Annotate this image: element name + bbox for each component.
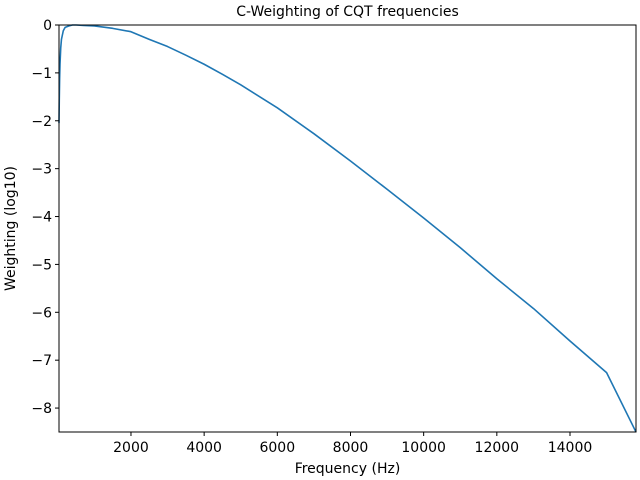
y-axis: 0 −1 −2 −3 −4 −5 −6 −7 −8 [31, 18, 59, 417]
y-tick-label: −2 [31, 114, 52, 130]
plot-frame [58, 24, 637, 433]
y-tick-label: −1 [31, 66, 52, 82]
y-tick-label: −7 [31, 353, 52, 369]
x-tick-label: 14000 [548, 440, 593, 456]
y-tick-label: −4 [31, 210, 52, 226]
x-axis-label: Frequency (Hz) [295, 461, 401, 477]
series-line-0 [58, 24, 637, 433]
x-tick-label: 12000 [475, 440, 520, 456]
y-tick-label: 0 [43, 18, 52, 34]
x-tick-label: 4000 [186, 440, 222, 456]
y-tick-label: −3 [31, 162, 52, 178]
x-tick-label: 6000 [259, 440, 295, 456]
x-tick-label: 10000 [401, 440, 446, 456]
y-axis-label: Weighting (log10) [3, 166, 19, 291]
plot-area [58, 24, 637, 433]
x-tick-label: 2000 [113, 440, 149, 456]
y-tick-label: −8 [31, 401, 52, 417]
y-tick-label: −6 [31, 305, 52, 321]
x-tick-label: 8000 [333, 440, 369, 456]
y-tick-label: −5 [31, 257, 52, 273]
chart-title: C-Weighting of CQT frequencies [236, 4, 459, 20]
x-axis: 2000 4000 6000 8000 10000 12000 14000 [113, 432, 592, 456]
